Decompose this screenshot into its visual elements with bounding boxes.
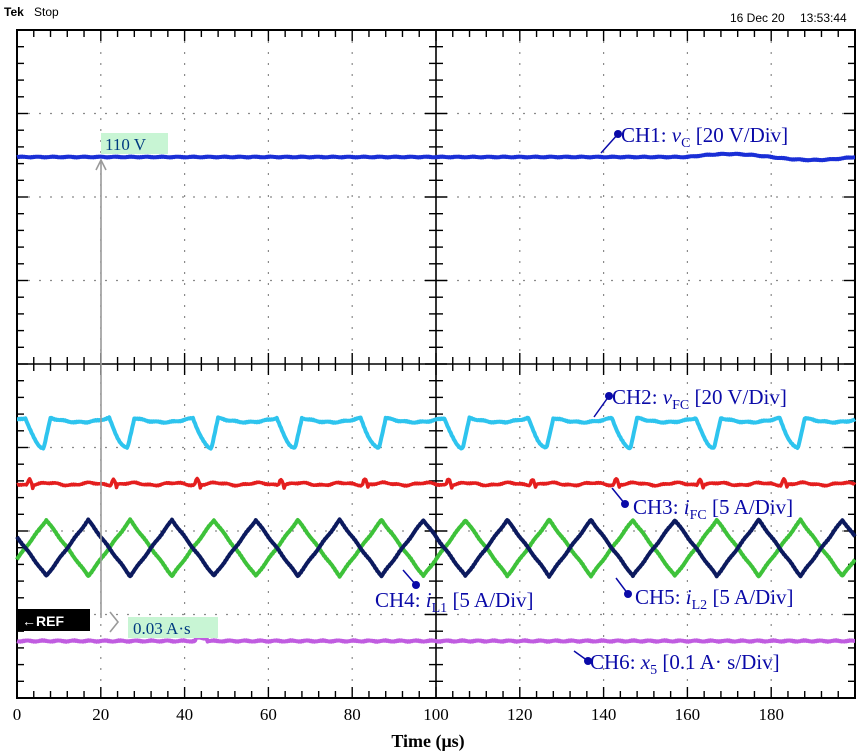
trace-layer — [15, 151, 857, 644]
ch6-sep: : — [630, 650, 641, 674]
ch6-symbol: x — [640, 650, 651, 674]
x-tick-labels: 0 20 40 60 80 100 120 140 160 180 — [13, 705, 784, 724]
x-tick-label: 80 — [344, 705, 361, 724]
cursor-arrow-top — [95, 158, 107, 171]
ch6-sub: 5 — [650, 663, 657, 678]
ref-marker: ←REF — [16, 609, 90, 631]
ch5-scale: [5 A/Div] — [712, 585, 793, 609]
ch2-pointer-dot — [605, 392, 613, 400]
ch2-symbol: v — [663, 385, 673, 409]
ch1-sub: C — [681, 136, 690, 151]
ref-marker-bg — [16, 609, 90, 631]
acquisition-state: Stop — [34, 5, 59, 19]
x-tick-label: 120 — [507, 705, 533, 724]
x-tick-label: 100 — [423, 705, 449, 724]
x-tick-label: 40 — [176, 705, 193, 724]
ch2-scale: [20 V/Div] — [694, 385, 786, 409]
x-tick-label: 60 — [260, 705, 277, 724]
ch1-label: CH1: vC [20 V/Div] — [621, 123, 788, 151]
channel-annotations: CH1: vC [20 V/Div] CH2: vFC [20 V/Div] C… — [375, 123, 794, 678]
ch3-pointer-dot — [621, 500, 629, 508]
capture-date: 16 Dec 20 — [730, 11, 785, 25]
trace-ch6 — [16, 635, 856, 644]
trace-ch2 — [16, 415, 857, 451]
ch5-sub: L2 — [692, 598, 708, 613]
ch2-sub: FC — [672, 398, 689, 413]
ch4-scale: [5 A/Div] — [452, 588, 533, 612]
ch5-name: CH5 — [635, 585, 675, 609]
brand-label: Tek — [4, 5, 24, 19]
x-tick-label: 180 — [758, 705, 784, 724]
x-axis-label: Time (μs) — [391, 731, 464, 752]
ch1-sep: : — [661, 123, 672, 147]
ch2-sep: : — [652, 385, 663, 409]
ch1-symbol: v — [672, 123, 682, 147]
ch6-name: CH6 — [590, 650, 630, 674]
ch4-sub: L1 — [432, 601, 448, 616]
ch2-name: CH2 — [612, 385, 652, 409]
cursor-arrow-bottom — [109, 611, 120, 633]
ch4-sep: : — [415, 588, 426, 612]
ch2-label: CH2: vFC [20 V/Div] — [612, 385, 787, 413]
trace-ch1 — [16, 151, 856, 163]
cursor-readout-2: 0.03 A·s — [133, 619, 191, 638]
ch3-symbol: i — [684, 495, 690, 519]
ch4-symbol: i — [426, 588, 432, 612]
ch1-pointer-dot — [614, 130, 622, 138]
cursor-readout-1-bg — [101, 133, 168, 154]
ch6-pointer-dot — [584, 657, 592, 665]
trace-ch4 — [15, 517, 857, 579]
ch3-label: CH3: iFC [5 A/Div] — [633, 495, 793, 523]
trace-ch5 — [15, 517, 857, 579]
ch3-sub: FC — [690, 508, 707, 523]
trace-ch3 — [16, 476, 857, 491]
capture-time: 13:53:44 — [800, 11, 847, 25]
x-tick-label: 20 — [92, 705, 109, 724]
ch1-name: CH1 — [621, 123, 661, 147]
x-tick-label: 160 — [675, 705, 701, 724]
graticule — [16, 29, 856, 699]
x-tick-label: 0 — [13, 705, 22, 724]
ch3-name: CH3 — [633, 495, 673, 519]
ch6-scale: [0.1 A· s/Div] — [662, 650, 779, 674]
ch4-pointer-dot — [412, 581, 420, 589]
ch3-scale: [5 A/Div] — [712, 495, 793, 519]
ch5-label: CH5: iL2 [5 A/Div] — [635, 585, 794, 613]
ref-marker-label: ←REF — [22, 613, 64, 629]
ch5-sep: : — [675, 585, 686, 609]
cursor-readout-2-bg — [128, 617, 218, 638]
ch1-pointer — [600, 133, 619, 154]
ch5-pointer-dot — [624, 590, 632, 598]
ch5-symbol: i — [686, 585, 692, 609]
ch4-label: CH4: iL1 [5 A/Div] — [375, 588, 534, 616]
ch6-label: CH6: x5 [0.1 A· s/Div] — [590, 650, 780, 678]
cursor-group: 110 V 0.03 A·s — [95, 133, 218, 638]
ch2-pointer — [593, 395, 610, 418]
x-tick-label: 140 — [591, 705, 617, 724]
plot-frame — [16, 29, 856, 699]
ch1-scale: [20 V/Div] — [696, 123, 788, 147]
cursor-readout-1: 110 V — [105, 135, 147, 154]
ch4-name: CH4 — [375, 588, 415, 612]
ch3-sep: : — [673, 495, 684, 519]
